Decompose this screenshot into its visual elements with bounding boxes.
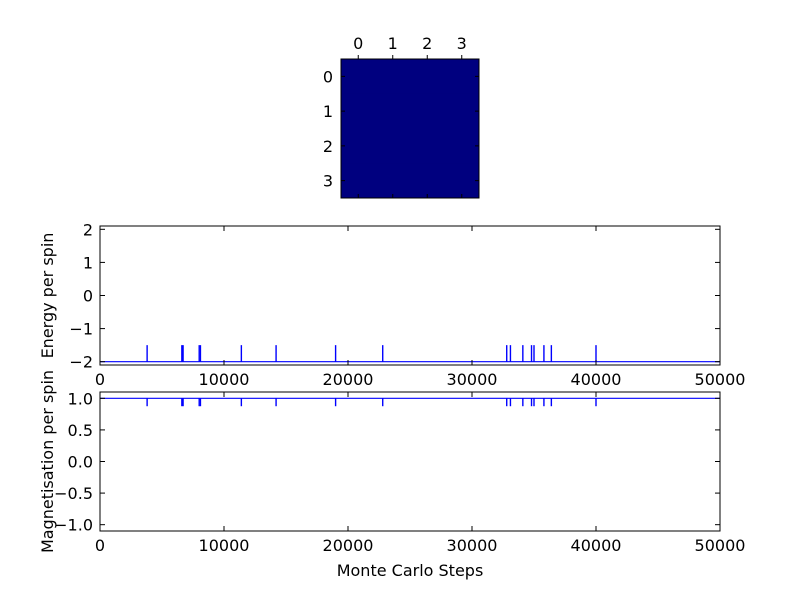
- magnetisation-x-tick-label: 10000: [199, 536, 250, 555]
- magnetisation-x-tick-label: 0: [95, 536, 105, 555]
- heatmap-x-tick-label: 3: [457, 34, 467, 53]
- energy-y-tick-label: 2: [83, 220, 93, 239]
- energy-y-tick-label: −1: [69, 320, 93, 339]
- heatmap-y-tick-label: 2: [323, 137, 333, 156]
- heatmap-cell: [410, 163, 445, 199]
- magnetisation-y-tick-label: −0.5: [54, 484, 93, 503]
- heatmap-cell: [410, 93, 445, 129]
- energy-x-tick-label: 50000: [695, 370, 746, 389]
- heatmap-cell: [444, 163, 480, 199]
- heatmap-cell: [341, 163, 376, 199]
- heatmap-cell: [375, 163, 411, 199]
- heatmap-x-tick-label: 1: [388, 34, 398, 53]
- heatmap-x-tick-label: 2: [422, 34, 432, 53]
- magnetisation-x-tick-label: 50000: [695, 536, 746, 555]
- energy-y-tick-label: 1: [83, 253, 93, 272]
- magnetisation-plot: 0 10000 20000 30000 40000 50000 1.0 0.5 0.0 −0.5 −…: [38, 370, 745, 580]
- energy-plot: 0 10000 20000 30000 40000 50000 2 1 0 −1 −2 Energy …: [38, 220, 745, 389]
- magnetisation-y-tick-label: −1.0: [54, 516, 93, 535]
- heatmap-cell: [375, 59, 411, 95]
- heatmap-cell: [444, 128, 480, 164]
- energy-x-tick-label: 40000: [571, 370, 622, 389]
- spin-lattice-heatmap: 0 1 2 3 0 1 2 3: [323, 34, 480, 199]
- heatmap-cell: [341, 59, 376, 95]
- magnetisation-y-tick-label: 0.5: [68, 421, 93, 440]
- heatmap-cell: [375, 128, 411, 164]
- energy-x-tick-label: 20000: [323, 370, 374, 389]
- heatmap-cell: [410, 128, 445, 164]
- energy-y-tick-label: −2: [69, 353, 93, 372]
- magnetisation-x-tick-label: 40000: [571, 536, 622, 555]
- energy-axes-frame: [99, 225, 721, 366]
- heatmap-frame: [340, 58, 480, 199]
- magnetisation-y-tick-label: 0.0: [68, 453, 93, 472]
- magnetisation-x-tick-label: 20000: [323, 536, 374, 555]
- heatmap-y-tick-label: 0: [323, 67, 333, 86]
- heatmap-cell: [410, 59, 445, 95]
- magnetisation-y-tick-label: 1.0: [68, 389, 93, 408]
- magnetisation-axes-frame: [99, 391, 721, 532]
- heatmap-cell: [375, 93, 411, 129]
- heatmap-y-tick-label: 1: [323, 102, 333, 121]
- heatmap-cell: [444, 93, 480, 129]
- heatmap-cell: [341, 128, 376, 164]
- magnetisation-x-tick-label: 30000: [447, 536, 498, 555]
- magnetisation-x-axis-label: Monte Carlo Steps: [337, 561, 484, 580]
- energy-x-tick-label: 0: [95, 370, 105, 389]
- energy-x-tick-label: 30000: [447, 370, 498, 389]
- energy-x-tick-label: 10000: [199, 370, 250, 389]
- heatmap-y-tick-label: 3: [323, 172, 333, 191]
- heatmap-x-tick-label: 0: [353, 34, 363, 53]
- heatmap-cell: [341, 93, 376, 129]
- energy-y-tick-label: 0: [83, 287, 93, 306]
- heatmap-cell: [444, 59, 480, 95]
- magnetisation-y-axis-label: Magnetisation per spin: [38, 370, 57, 553]
- energy-y-axis-label: Energy per spin: [38, 233, 57, 359]
